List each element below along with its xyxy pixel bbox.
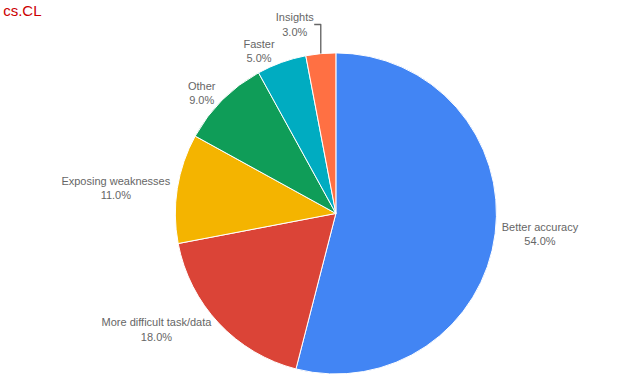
svg-text:More difficult task/data18.0%: More difficult task/data18.0%	[102, 316, 213, 342]
svg-text:cs.CL: cs.CL	[3, 2, 41, 19]
svg-text:Exposing weaknesses11.0%: Exposing weaknesses11.0%	[61, 175, 170, 201]
svg-text:Better accuracy54.0%: Better accuracy54.0%	[502, 221, 579, 247]
svg-text:Faster5.0%: Faster5.0%	[243, 38, 275, 64]
svg-text:Insights3.0%: Insights3.0%	[276, 11, 314, 37]
svg-text:Other9.0%: Other9.0%	[188, 80, 216, 106]
